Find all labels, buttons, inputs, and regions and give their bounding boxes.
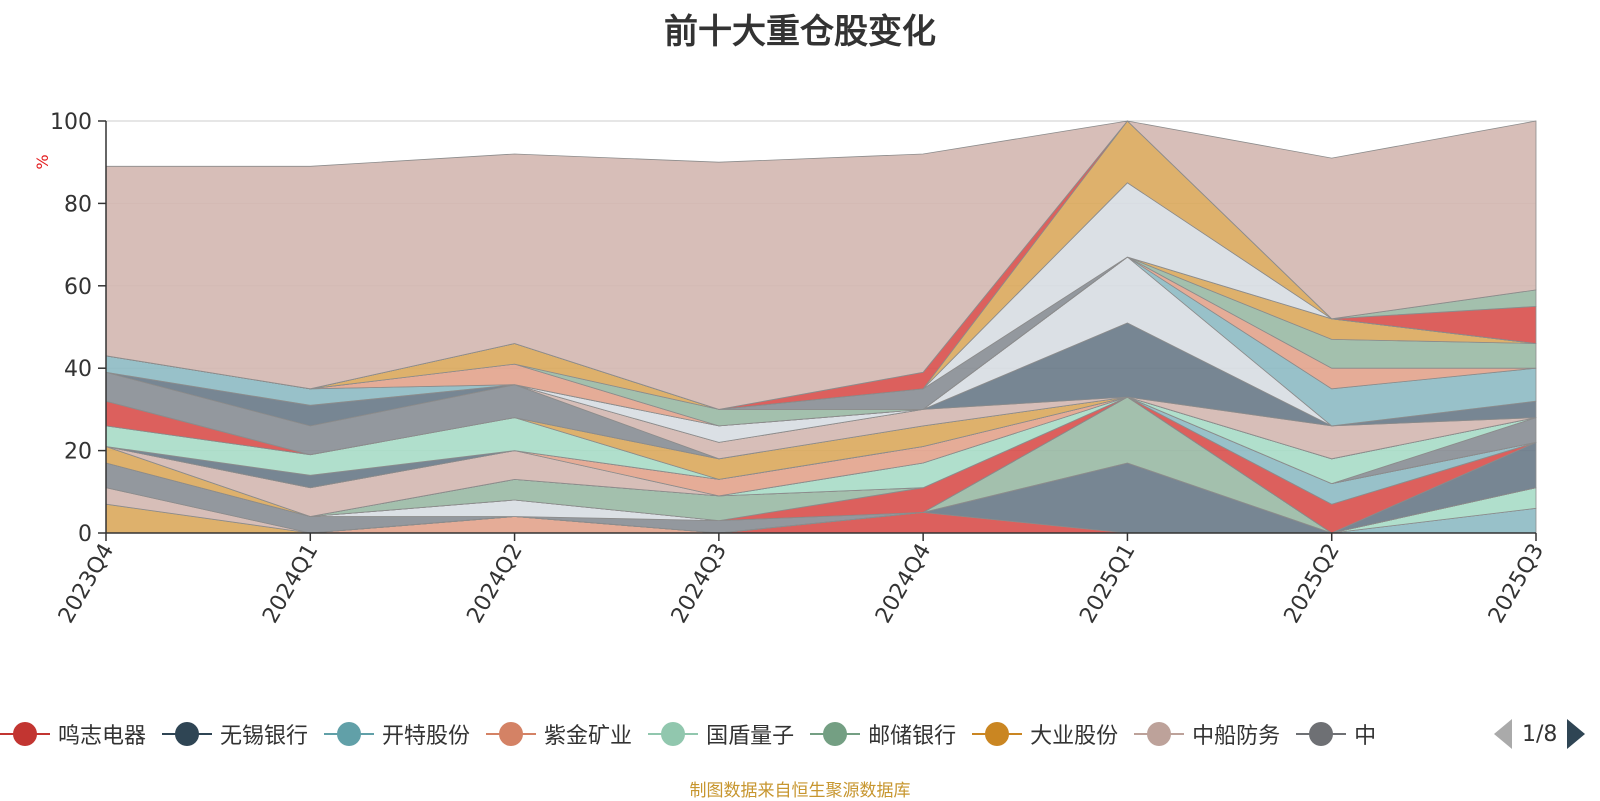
legend-item[interactable]: 大业股份 xyxy=(972,714,1118,754)
legend-item-label: 中 xyxy=(1354,724,1377,749)
legend-swatch-icon xyxy=(972,722,1023,746)
y-tick-label: 40 xyxy=(64,357,92,382)
legend-swatch-icon xyxy=(324,722,375,746)
legend: 鸣志电器 无锡银行 开特股份 紫金矿业 国盾量子 邮储银行 大业股份 中船防务 中 1/8 xyxy=(0,714,1600,754)
legend-item[interactable]: 无锡银行 xyxy=(162,714,308,754)
legend-item-label: 国盾量子 xyxy=(706,724,795,749)
legend-item[interactable]: 开特股份 xyxy=(324,714,470,754)
legend-item-label: 无锡银行 xyxy=(220,724,309,749)
y-tick-label: 80 xyxy=(64,192,92,217)
legend-item[interactable]: 紫金矿业 xyxy=(486,714,632,754)
legend-item[interactable]: 中船防务 xyxy=(1134,714,1280,754)
y-tick-label: 20 xyxy=(64,440,92,465)
legend-swatch-icon xyxy=(0,722,50,746)
area-series-36 xyxy=(105,120,1537,410)
legend-swatch-icon xyxy=(648,722,699,746)
x-tick-label: 2023Q4 xyxy=(54,540,119,628)
series-areas xyxy=(105,120,1537,534)
y-axis-unit: % xyxy=(33,154,52,169)
x-tick-label: 2024Q3 xyxy=(667,540,732,628)
legend-item-label: 鸣志电器 xyxy=(58,724,147,749)
legend-swatch-icon xyxy=(1296,722,1347,746)
chart-title: 前十大重仓股变化 xyxy=(664,12,936,52)
y-tick-label: 60 xyxy=(64,275,92,300)
legend-page-indicator: 1/8 xyxy=(1522,721,1558,747)
x-tick-label: 2024Q4 xyxy=(871,540,936,628)
legend-items: 鸣志电器 无锡银行 开特股份 紫金矿业 国盾量子 邮储银行 大业股份 中船防务 中 xyxy=(0,714,1480,754)
legend-item-label: 紫金矿业 xyxy=(544,724,633,749)
legend-item[interactable]: 鸣志电器 xyxy=(0,714,146,754)
legend-item-label: 邮储银行 xyxy=(868,724,957,749)
prev-page-icon[interactable] xyxy=(1494,719,1512,749)
next-page-icon[interactable] xyxy=(1567,719,1586,749)
legend-item[interactable]: 中 xyxy=(1296,714,1376,754)
legend-pager: 1/8 xyxy=(1494,714,1600,754)
legend-swatch-icon xyxy=(1134,722,1185,746)
legend-item-label: 中船防务 xyxy=(1192,724,1281,749)
area-chart: 0 20 40 60 80 100 2023Q4 2024Q1 2024Q2 2024Q3 2024… xyxy=(33,110,1549,628)
legend-item[interactable]: 邮储银行 xyxy=(810,714,956,754)
x-tick-label: 2024Q2 xyxy=(462,540,527,628)
legend-swatch-icon xyxy=(162,722,213,746)
data-source-note: 制图数据来自恒生聚源数据库 xyxy=(689,781,911,801)
legend-swatch-icon xyxy=(486,722,537,746)
y-tick-label: 100 xyxy=(50,110,92,135)
legend-item-label: 大业股份 xyxy=(1030,724,1119,749)
x-tick-label: 2025Q3 xyxy=(1484,540,1549,628)
x-tick-label: 2025Q1 xyxy=(1075,540,1140,628)
legend-item-label: 开特股份 xyxy=(382,724,471,749)
legend-item[interactable]: 国盾量子 xyxy=(648,714,794,754)
legend-swatch-icon xyxy=(810,722,861,746)
x-tick-label: 2024Q1 xyxy=(258,540,323,628)
y-tick-label: 0 xyxy=(78,522,92,547)
x-tick-label: 2025Q2 xyxy=(1280,540,1345,628)
